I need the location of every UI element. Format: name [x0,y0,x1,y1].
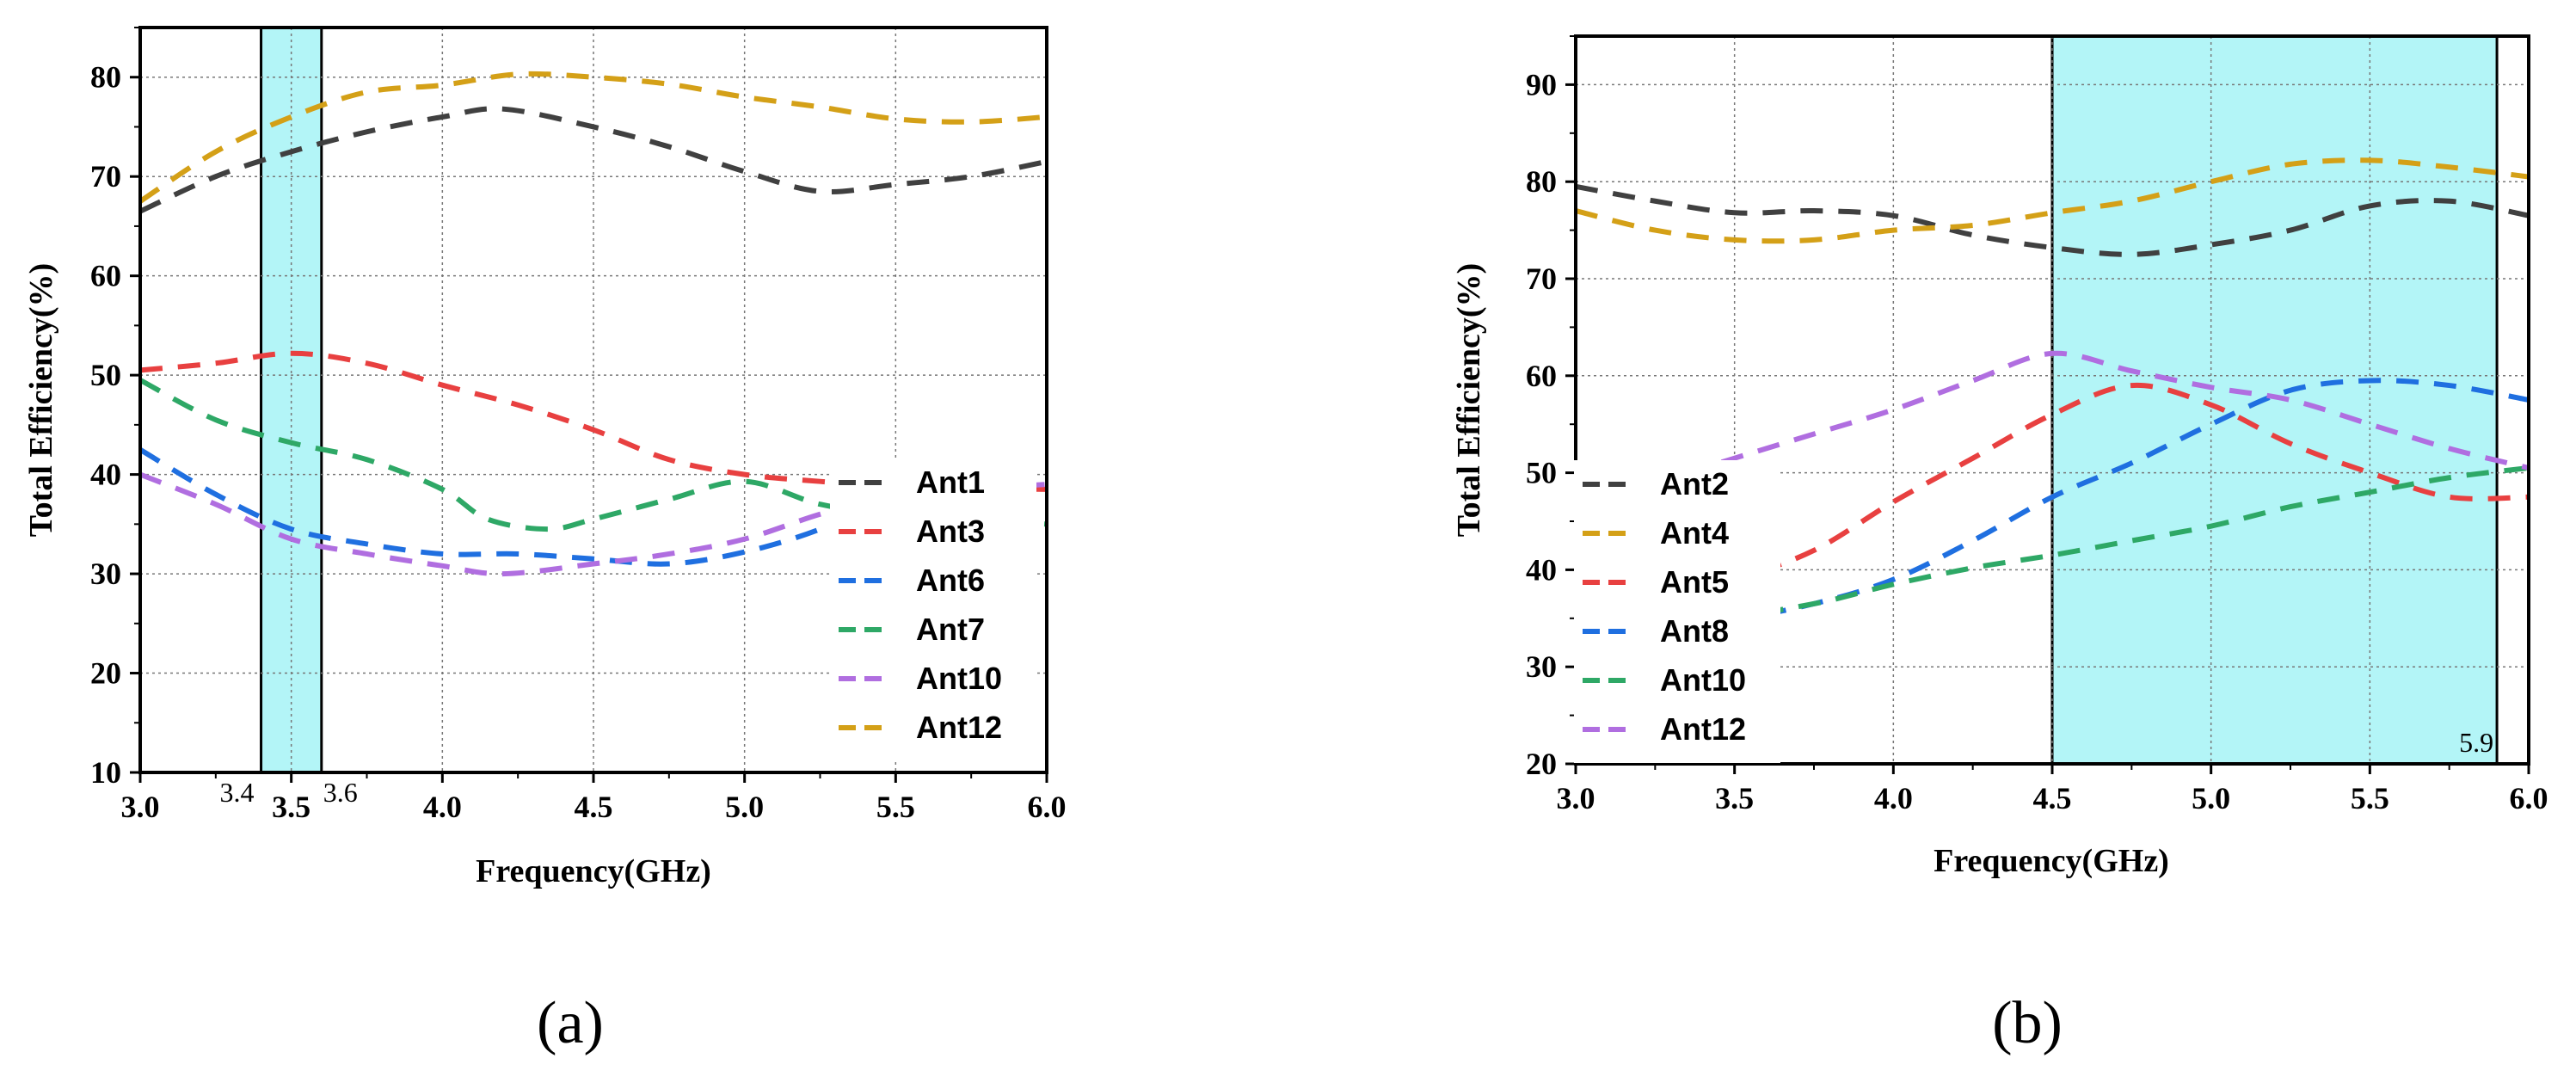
y-tick-label: 20 [1526,747,1557,781]
x-tick-label: 3.0 [121,790,160,824]
legend-label: Ant1 [916,465,985,500]
series-line-ant4 [1575,157,2530,244]
legend-label: Ant6 [916,563,985,598]
legend: Ant1 Ant3 Ant6 Ant7 Ant10 Ant12 [830,458,1036,761]
band-end-label: 5.9 [2459,727,2493,758]
x-tick-label: 5.5 [876,790,915,824]
axis-ticks: 3.0 3.5 4.0 4.5 5.0 5.5 6.0 20 30 40 50 60 70 80 90 5.9 [1526,35,2548,815]
y-tick-label: 70 [1526,261,1557,296]
x-tick-label: 3.5 [1715,781,1754,815]
y-tick-label: 40 [90,458,121,492]
legend-label: Ant2 [1660,466,1729,501]
series-line-ant7 [138,378,1048,532]
legend-label: Ant7 [916,612,985,647]
legend-label: Ant4 [1660,515,1729,551]
legend-label: Ant5 [1660,564,1729,600]
legend-background [830,458,1036,761]
legend-label: Ant12 [916,710,1002,745]
panel-label: (a) [537,990,604,1056]
axis-ticks: 3.0 3.5 4.0 4.5 5.0 5.5 6.0 10 20 30 40 50 60 70 80 3.4… [90,27,1067,824]
y-tick-label: 50 [1526,456,1557,490]
y-tick-label: 80 [1526,164,1557,199]
x-tick-label: 5.0 [2192,781,2230,815]
y-tick-label: 50 [90,358,121,392]
x-tick-label: 4.0 [423,790,462,824]
y-tick-label: 90 [1526,67,1557,102]
chart-panel-b: 3.0 3.5 4.0 4.5 5.0 5.5 6.0 20 30 40 50 60 70 80 90 5.9… [1451,34,2548,1056]
legend-label: Ant12 [1660,711,1746,747]
legend: Ant2 Ant4 Ant5 Ant8 Ant10 Ant12 [1574,460,1780,763]
x-tick-label: 3.0 [1557,781,1595,815]
x-tick-label: 4.0 [1874,781,1913,815]
band-end-label: 3.6 [323,777,358,808]
x-tick-label: 4.5 [575,790,613,824]
x-tick-label: 4.5 [2033,781,2072,815]
series-line-ant1 [138,106,1048,214]
y-tick-label: 30 [1526,649,1557,684]
highlight-band [2050,34,2499,766]
y-tick-label: 30 [90,557,121,591]
y-tick-label: 10 [90,755,121,790]
legend-background [1574,460,1780,763]
y-tick-label: 80 [90,60,121,95]
series-line-ant12 [1575,350,2530,505]
x-tick-label: 5.0 [725,790,764,824]
y-tick-label: 20 [90,656,121,691]
legend-label: Ant10 [1660,662,1746,698]
y-tick-label: 40 [1526,552,1557,587]
x-tick-label: 6.0 [2510,781,2548,815]
legend-label: Ant8 [1660,613,1729,649]
y-axis-title: Total Efficiency(%) [1451,263,1487,537]
legend-label: Ant3 [916,514,985,549]
series-line-ant2 [1575,183,2530,257]
y-tick-label: 60 [90,259,121,293]
legend-label: Ant10 [916,661,1002,696]
x-tick-label: 3.5 [272,790,310,824]
band-start-label: 3.4 [220,777,255,808]
y-axis-title: Total Efficiency(%) [23,263,59,537]
x-tick-label: 5.5 [2351,781,2389,815]
y-tick-label: 60 [1526,359,1557,393]
panel-label: (b) [1992,990,2063,1056]
chart-panel-a: 3.0 3.5 4.0 4.5 5.0 5.5 6.0 10 20 30 40 50 60 70 80 3.4… [23,26,1067,1056]
x-axis-title: Frequency(GHz) [1934,843,2169,879]
x-axis-title: Frequency(GHz) [476,853,711,889]
series-line-ant12 [138,71,1048,204]
x-tick-label: 6.0 [1028,790,1067,824]
y-tick-label: 70 [90,159,121,194]
